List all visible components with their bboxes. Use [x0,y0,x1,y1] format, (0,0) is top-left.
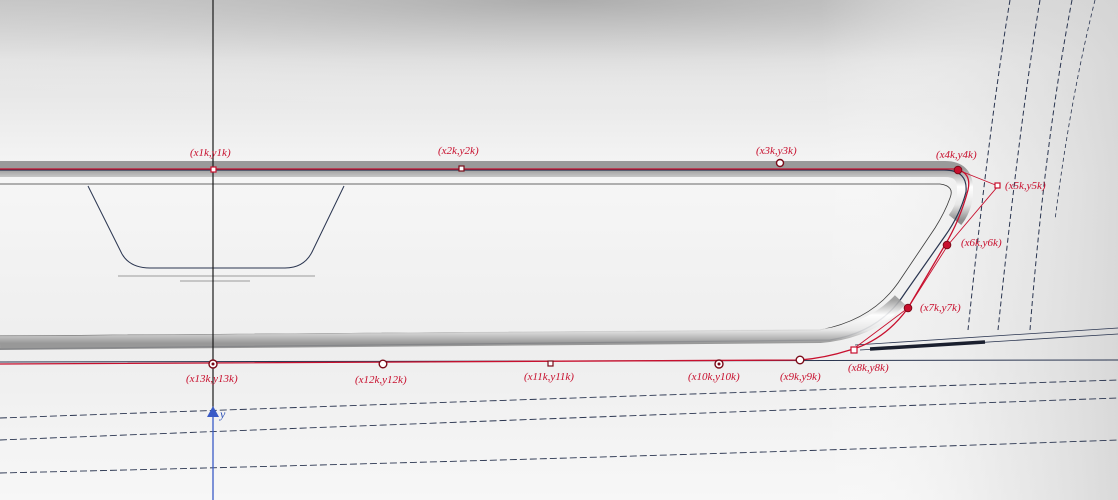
control-point-10[interactable] [714,359,724,369]
control-point-6[interactable] [942,240,952,250]
label-point-8: (x8k,y8k) [848,362,889,374]
control-point-1[interactable] [210,166,217,173]
y-axis-label: y [219,407,226,421]
dash-curve-1 [967,0,1011,331]
pocket-outline [87,185,345,269]
label-point-2: (x2k,y2k) [438,145,479,157]
control-point-5[interactable] [994,182,1001,189]
dash-curve-4 [1054,0,1096,221]
label-point-11: (x11k,y11k) [524,371,574,383]
control-point-2[interactable] [458,165,465,172]
label-point-4: (x4k,y4k) [936,149,977,161]
label-point-1: (x1k,y1k) [190,147,231,159]
lower-dash-3 [0,439,1118,474]
feature-tube-bottom [0,295,906,350]
control-point-8[interactable] [850,346,858,354]
label-point-12: (x12k,y12k) [355,374,407,386]
label-point-13: (x13k,y13k) [186,373,238,385]
dash-curve-2 [997,0,1041,331]
label-point-9: (x9k,y9k) [780,371,821,383]
flank-line-1 [854,327,1118,346]
label-point-6: (x6k,y6k) [961,237,1002,249]
control-point-12[interactable] [378,359,388,369]
control-point-13[interactable] [208,359,218,369]
feature-tube-inner [0,183,952,337]
control-point-11[interactable] [547,360,554,367]
surface-right-shade [820,0,1118,500]
label-point-3: (x3k,y3k) [756,145,797,157]
dash-curve-3 [1029,0,1073,331]
label-point-5: (x5k,y5k) [1005,180,1046,192]
control-point-4[interactable] [953,165,963,175]
flank-line-dark [869,340,986,351]
control-point-9[interactable] [795,355,805,365]
control-point-3[interactable] [775,158,785,168]
label-point-10: (x10k,y10k) [688,371,740,383]
label-point-7: (x7k,y7k) [920,302,961,314]
feature-tube-top [0,161,973,225]
y-axis-arrow [207,406,219,417]
control-point-7[interactable] [903,303,913,313]
